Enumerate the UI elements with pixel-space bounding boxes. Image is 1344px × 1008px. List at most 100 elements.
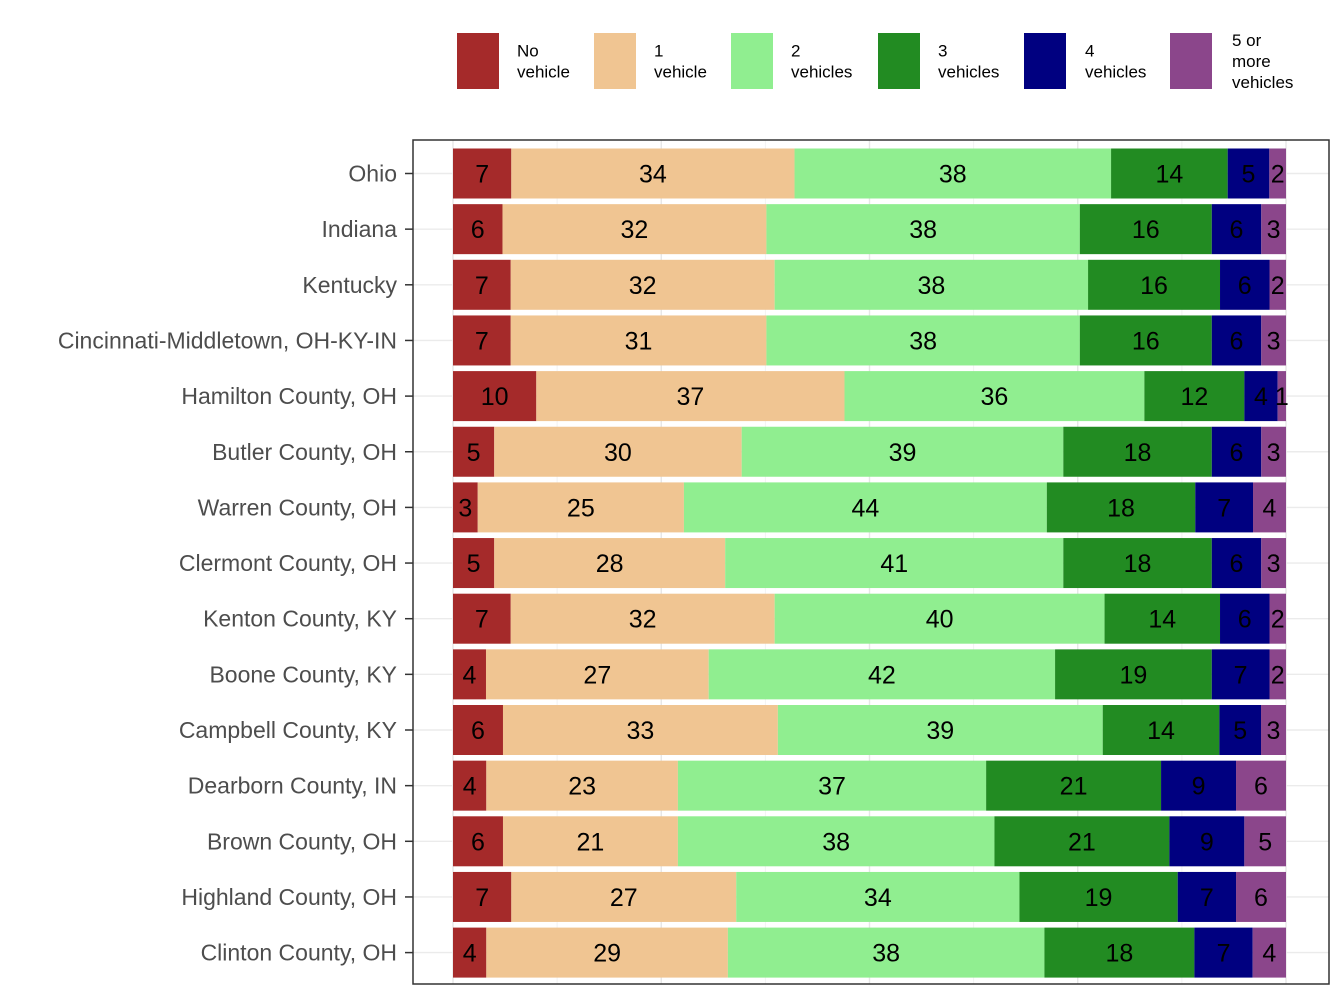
legend-key (1024, 33, 1066, 89)
bar-value-label: 19 (1085, 884, 1113, 912)
bar-segment (1244, 371, 1278, 422)
category-label: Kentucky (302, 272, 397, 298)
bar-value-label: 36 (981, 383, 1009, 411)
bar-value-label: 32 (629, 606, 657, 634)
bar-value-label: 32 (621, 216, 649, 244)
bar-value-label: 21 (577, 828, 605, 856)
bar-segment (1044, 927, 1195, 978)
bar-segment (1211, 426, 1262, 477)
bar-value-label: 3 (1267, 327, 1281, 355)
bar-value-label: 38 (939, 161, 967, 189)
bar-segment (494, 538, 726, 589)
category-label: Dearborn County, IN (188, 773, 397, 799)
bar-value-label: 19 (1120, 661, 1148, 689)
bar-segment (1269, 649, 1286, 700)
category-label: Butler County, OH (212, 439, 397, 465)
bar-value-label: 33 (627, 717, 655, 745)
bar-segment (453, 259, 511, 310)
bar-value-label: 3 (458, 494, 472, 522)
category-label: Brown County, OH (207, 828, 397, 854)
bar-segment (1220, 593, 1270, 644)
bar-value-label: 3 (1267, 550, 1281, 578)
legend-label: 1 vehicle (654, 42, 707, 82)
bar-segment (1236, 871, 1286, 922)
legend-item: 3 vehicles (878, 33, 999, 89)
bar-segment (1244, 816, 1286, 867)
bar-value-label: 29 (593, 940, 621, 968)
bar-value-label: 31 (625, 327, 653, 355)
bar-segment (1219, 705, 1262, 755)
bar-segment (502, 705, 778, 755)
bar-value-label: 38 (872, 940, 900, 968)
bar-segment (766, 204, 1080, 255)
bar-segment (1079, 204, 1212, 255)
bar-value-label: 7 (1217, 940, 1231, 968)
bar-segment (677, 816, 995, 867)
bar-value-label: 4 (1254, 383, 1268, 411)
bar-segment (1169, 816, 1245, 867)
bar-segment (536, 371, 845, 422)
bar-value-label: 6 (1238, 606, 1252, 634)
legend-item: 1 vehicle (594, 33, 707, 89)
bar-segment (1211, 315, 1262, 366)
bar-value-label: 25 (567, 494, 595, 522)
y-axis: Ohio Indiana Kentucky Cincinnati-Middletown… (58, 161, 413, 966)
bar-segment (511, 148, 795, 199)
bar-segment (486, 760, 678, 811)
bar-value-label: 2 (1271, 661, 1285, 689)
bar-value-label: 3 (1267, 216, 1281, 244)
category-label: Clinton County, OH (201, 940, 397, 966)
bar-value-label: 37 (818, 773, 846, 801)
bar-value-label: 14 (1147, 717, 1175, 745)
legend-label: 2 vehicles (791, 42, 852, 82)
bar-segment (453, 482, 478, 533)
bar-value-label: 7 (1200, 884, 1214, 912)
bar-value-label: 42 (868, 661, 896, 689)
bar-value-label: 4 (1263, 494, 1277, 522)
bar-value-label: 5 (467, 550, 481, 578)
bar-segment (1046, 482, 1196, 533)
bar-value-label: 21 (1068, 828, 1096, 856)
category-label: Hamilton County, OH (181, 383, 397, 409)
bar-value-label: 7 (475, 161, 489, 189)
bar-value-label: 7 (475, 327, 489, 355)
bar-segment (1236, 760, 1286, 811)
bar-value-label: 6 (471, 717, 485, 745)
bar-segment (510, 315, 767, 366)
bar-segment (1211, 649, 1270, 700)
bar-value-label: 6 (1230, 439, 1244, 467)
legend-label: 5 or more vehicles (1232, 31, 1293, 92)
legend-key (731, 33, 773, 89)
bar-labels: 7 34 38 14 5 26 32 38 16 6 37 32 38 16 6 27 31 38 16 6 310 37… (458, 161, 1288, 968)
bar-value-label: 16 (1132, 216, 1160, 244)
bar-segment (683, 482, 1047, 533)
bar-segment (1079, 315, 1212, 366)
legend-item: No vehicle (457, 33, 570, 89)
bar-value-label: 23 (568, 773, 596, 801)
bar-value-label: 2 (1271, 272, 1285, 300)
bar-segment (777, 705, 1103, 755)
bar-value-label: 6 (1230, 327, 1244, 355)
bar-value-label: 7 (475, 272, 489, 300)
bar-segment (677, 760, 987, 811)
bar-value-label: 9 (1192, 773, 1206, 801)
bar-value-label: 16 (1132, 327, 1160, 355)
category-label: Campbell County, KY (179, 717, 397, 743)
bar-value-label: 40 (926, 606, 954, 634)
bar-segment (510, 593, 775, 644)
bar-value-label: 14 (1155, 161, 1183, 189)
bars (453, 148, 1286, 978)
bar-segment (453, 371, 537, 422)
category-label: Boone County, KY (209, 661, 397, 687)
bar-segment (1194, 927, 1253, 978)
bar-value-label: 2 (1271, 606, 1285, 634)
bar-value-label: 12 (1180, 383, 1208, 411)
legend-label: 4 vehicles (1085, 42, 1146, 82)
bar-segment (794, 148, 1112, 199)
bar-segment (453, 871, 512, 922)
bar-value-label: 7 (475, 606, 489, 634)
category-label: Warren County, OH (198, 494, 397, 520)
bar-segment (502, 204, 767, 255)
bar-value-label: 38 (909, 327, 937, 355)
category-label: Kenton County, KY (203, 606, 397, 632)
